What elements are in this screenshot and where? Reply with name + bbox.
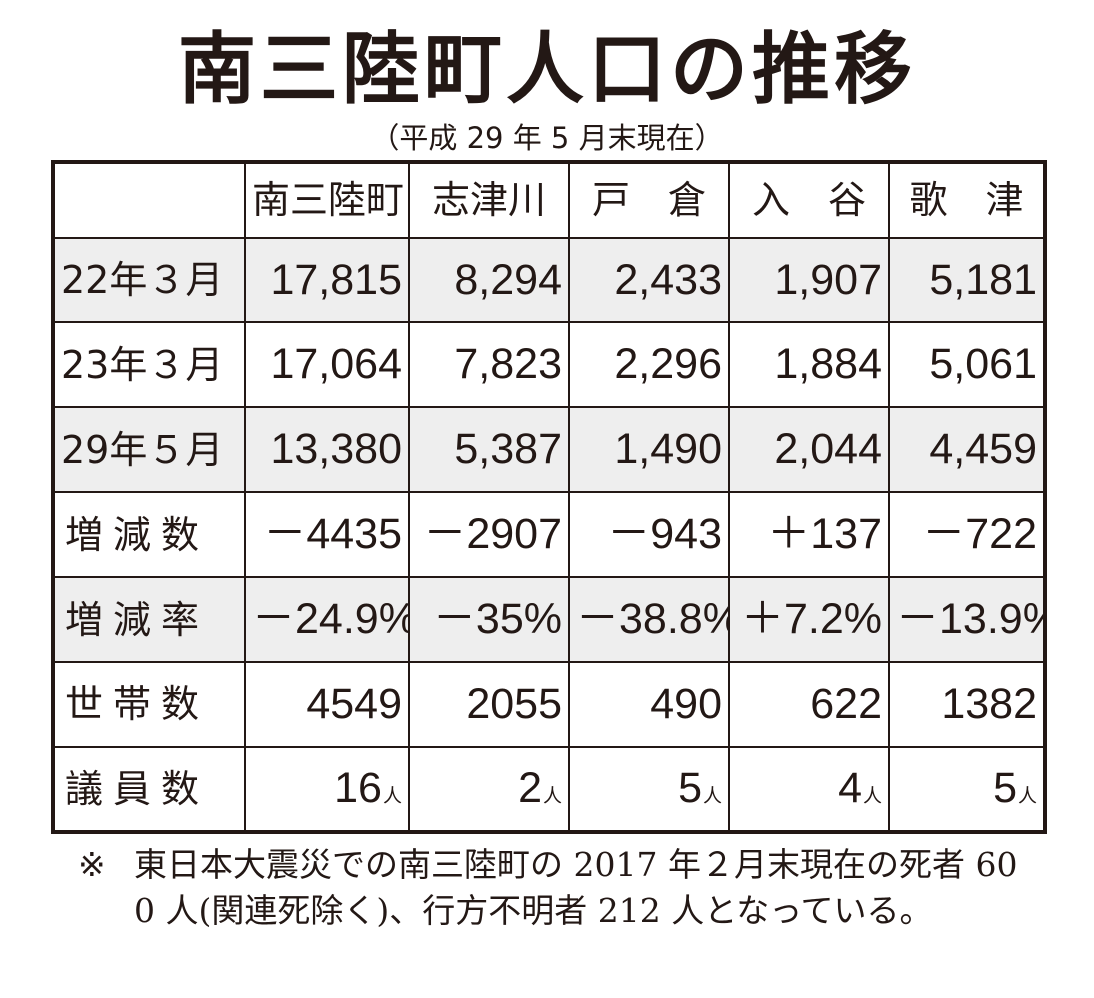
table-cell: －943 [568,491,730,579]
column-header: 入 谷 [728,164,890,239]
table-row: 23年３月 17,064 7,823 2,296 1,884 5,061 [55,321,1043,409]
unit-label: 人 [542,785,562,808]
table-cell: 2,433 [568,236,730,324]
table-cell: 2,044 [728,406,890,494]
table-cell: 17,815 [244,236,410,324]
table-cell: －13.9% [888,576,1043,664]
table-cell: 7,823 [408,321,570,409]
table-cell: ＋7.2% [728,576,890,664]
page-title: 南三陸町人口の推移 [177,25,916,115]
unit-label: 人 [702,785,722,808]
footnote: ※ 東日本大震災での南三陸町の 2017 年２月末現在の死者 600 人(関連死… [78,842,1058,934]
footnote-text: 東日本大震災での南三陸町の 2017 年２月末現在の死者 600 人(関連死除く… [134,845,1018,930]
population-table-grid: 南三陸町 志津川 戸 倉 入 谷 歌 津 22年３月 17,815 8,294 … [55,164,1043,830]
table-cell: 5,181 [888,236,1043,324]
unit-label: 人 [1017,785,1037,808]
row-label: 増減数 [55,491,246,579]
table-row: 増減数 －4435 －2907 －943 ＋137 －722 [55,491,1043,579]
reference-mark-icon: ※ [78,845,106,884]
row-label: 22年３月 [55,236,246,324]
table-cell: 5,061 [888,321,1043,409]
table-cell: 2055 [408,661,570,748]
table-cell: 1,884 [728,321,890,409]
row-label: 23年３月 [55,321,246,409]
cell-value: 2 [518,764,542,813]
table-cell: 5人 [888,745,1043,830]
column-header: 南三陸町 [244,164,410,239]
table-cell: 4,459 [888,406,1043,494]
row-label: 29年５月 [55,406,246,494]
table-cell: －35% [408,576,570,664]
table-row: 22年３月 17,815 8,294 2,433 1,907 5,181 [55,236,1043,324]
unit-label: 人 [862,785,882,808]
table-cell: 1,490 [568,406,730,494]
unit-label: 人 [382,785,402,808]
table-row: 29年５月 13,380 5,387 1,490 2,044 4,459 [55,406,1043,494]
table-cell: 17,064 [244,321,410,409]
table-cell: 490 [568,661,730,748]
table-cell: 4人 [728,745,890,830]
table-cell: 622 [728,661,890,748]
cell-value: 4 [838,764,862,813]
table-row: 世帯数 4549 2055 490 622 1382 [55,661,1043,748]
table-cell: 2,296 [568,321,730,409]
table-header-row: 南三陸町 志津川 戸 倉 入 谷 歌 津 [55,164,1043,239]
table-cell: －2907 [408,491,570,579]
table-cell: 1,907 [728,236,890,324]
table-cell: 16人 [244,745,410,830]
cell-value: 5 [678,764,702,813]
column-header: 歌 津 [888,164,1043,239]
cell-value: 5 [993,764,1017,813]
row-label: 議員数 [55,745,246,830]
table-cell: 5,387 [408,406,570,494]
table-cell: －4435 [244,491,410,579]
cell-value: 16 [334,764,382,813]
table-cell: 2人 [408,745,570,830]
population-table: 南三陸町 志津川 戸 倉 入 谷 歌 津 22年３月 17,815 8,294 … [51,160,1047,834]
table-cell: －722 [888,491,1043,579]
table-cell: 8,294 [408,236,570,324]
table-cell: ＋137 [728,491,890,579]
table-cell: 1382 [888,661,1043,748]
table-row: 議員数 16人 2人 5人 4人 5人 [55,745,1043,830]
table-cell: 13,380 [244,406,410,494]
header-corner-cell [55,164,246,239]
row-label: 増減率 [55,576,246,664]
table-cell: －24.9% [244,576,410,664]
table-cell: 5人 [568,745,730,830]
table-cell: 4549 [244,661,410,748]
column-header: 志津川 [408,164,570,239]
column-header: 戸 倉 [568,164,730,239]
table-row: 増減率 －24.9% －35% －38.8% ＋7.2% －13.9% [55,576,1043,664]
page-subtitle: （平成 29 年 5 月末現在） [370,121,724,155]
row-label: 世帯数 [55,661,246,748]
table-cell: －38.8% [568,576,730,664]
